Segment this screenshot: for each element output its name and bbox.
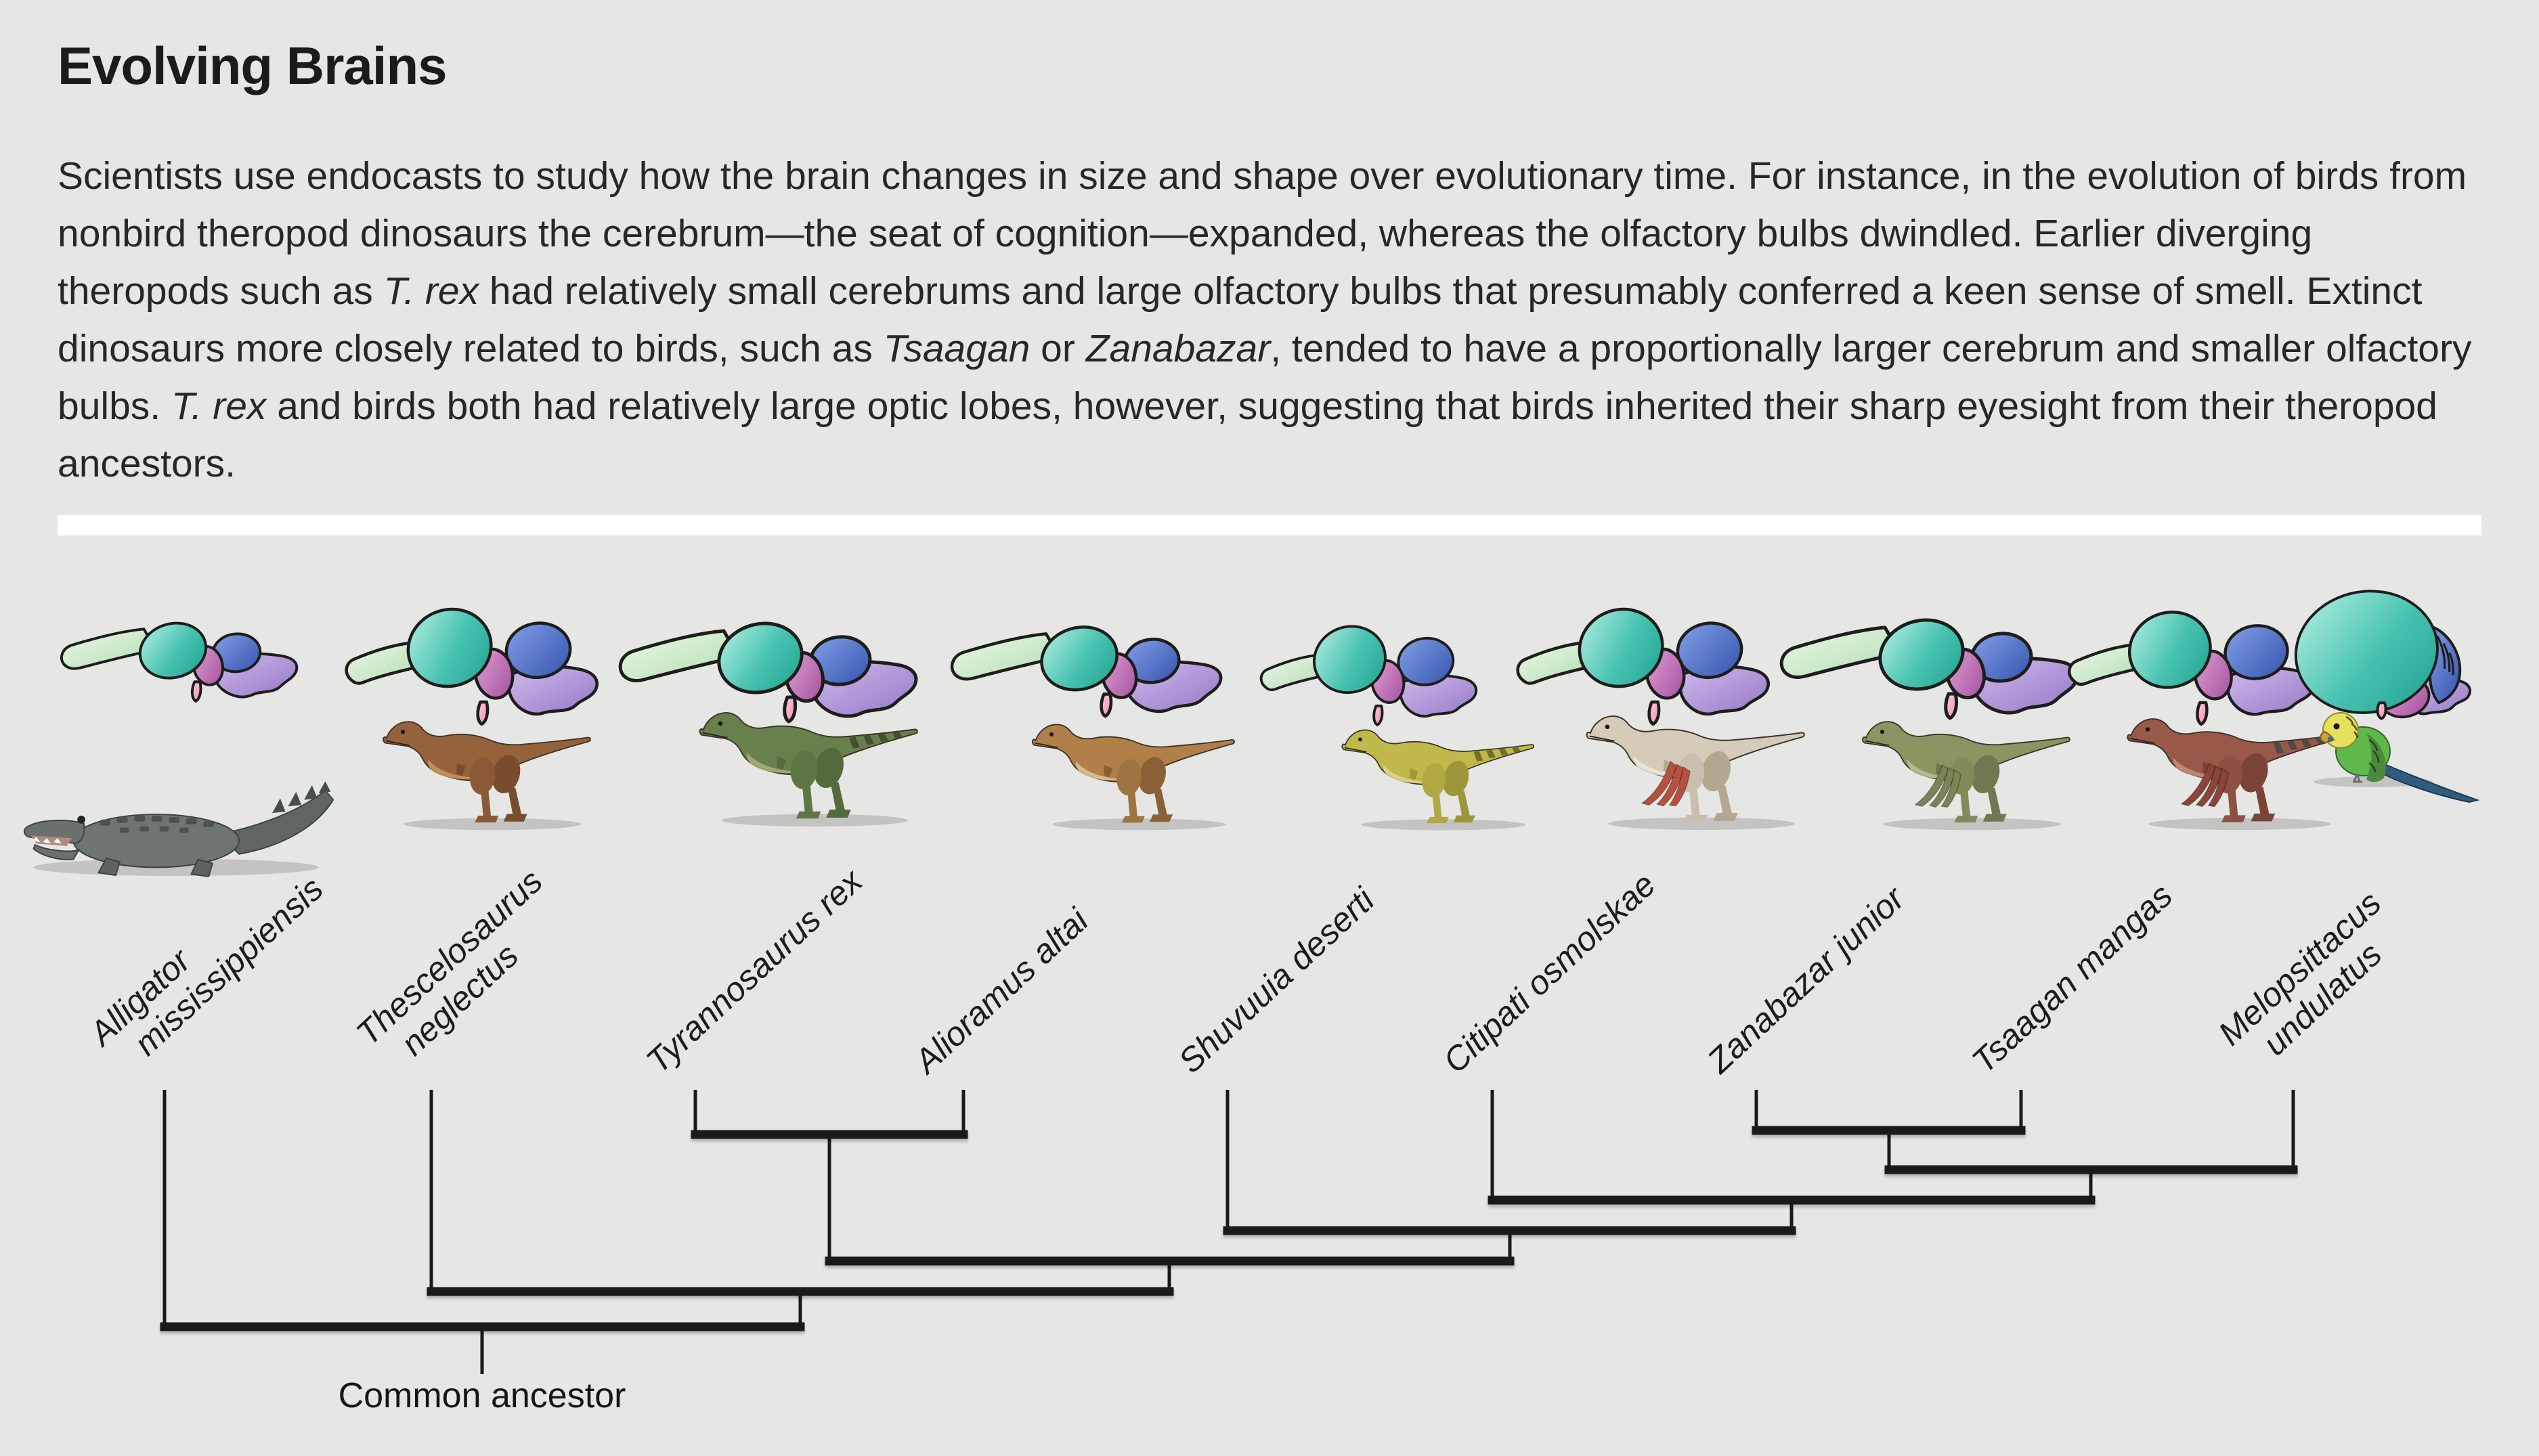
tree-node-bars: [160, 1126, 2298, 1331]
alligator-illustration: [23, 781, 334, 878]
page-title: Evolving Brains: [58, 36, 447, 95]
melopsittacus-illustration: [2314, 712, 2480, 803]
common-ancestor-label: Common ancestor: [338, 1376, 626, 1415]
intro-paragraph: Scientists use endocasts to study how th…: [58, 154, 2472, 485]
section-divider: [58, 515, 2481, 535]
